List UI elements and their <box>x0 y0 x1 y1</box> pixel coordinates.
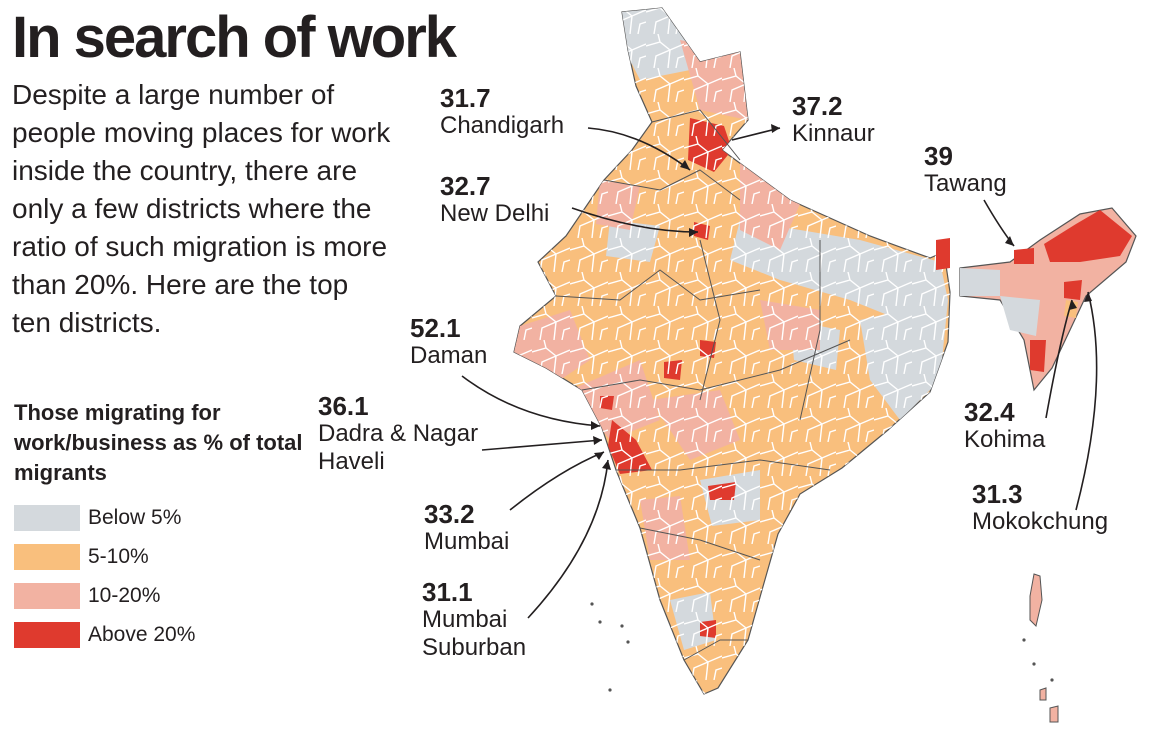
callout-value: 32.7 <box>440 171 491 201</box>
callout-label: Tawang <box>924 170 1007 197</box>
legend-swatch <box>14 543 80 570</box>
callout-label: New Delhi <box>440 200 550 227</box>
leader-chandigarh <box>587 127 691 171</box>
callout-value: 32.4 <box>964 397 1015 427</box>
callout-chandigarh: 31.7 Chandigarh <box>440 84 564 140</box>
legend-label: 10-20% <box>88 583 161 607</box>
legend-label: 5-10% <box>88 544 149 568</box>
intro-text: Despite a large number of people moving … <box>12 79 391 338</box>
leader-mokokchung <box>1075 291 1098 511</box>
callout-label: Mumbai <box>424 528 510 555</box>
callout-label: Kinnaur <box>792 120 875 147</box>
callout-label: Dadra & Nagar Haveli <box>318 420 479 475</box>
callout-mumbai-suburban: 31.1 Mumbai Suburban <box>422 578 552 662</box>
leader-dadra <box>481 439 603 451</box>
legend-label: Below 5% <box>88 505 182 529</box>
legend-item-5-10: 5-10% <box>14 537 314 576</box>
legend-label: Above 20% <box>88 622 196 646</box>
legend-item-above-20: Above 20% <box>14 615 314 654</box>
page-title: In search of work <box>12 5 457 70</box>
leader-new-delhi <box>571 207 699 233</box>
callout-value: 36.1 <box>318 391 369 421</box>
callout-value: 31.1 <box>422 577 473 607</box>
callout-mumbai: 33.2 Mumbai <box>424 500 509 556</box>
callout-label: Daman <box>410 342 488 369</box>
callout-new-delhi: 32.7 New Delhi <box>440 172 549 228</box>
callout-daman: 52.1 Daman <box>410 314 487 370</box>
callout-label: Mokokchung <box>972 508 1109 535</box>
india-district-map <box>461 7 1137 723</box>
leader-mumbai-suburban <box>527 459 609 619</box>
legend-swatch <box>14 504 80 531</box>
callout-value: 37.2 <box>792 91 843 121</box>
callout-value: 39 <box>924 141 953 171</box>
legend-item-10-20: 10-20% <box>14 576 314 615</box>
callout-label: Kohima <box>964 426 1046 453</box>
leader-daman <box>461 375 601 427</box>
callout-mokokchung: 31.3 Mokokchung <box>972 480 1108 536</box>
legend-swatch <box>14 621 80 648</box>
legend-item-below-5: Below 5% <box>14 498 314 537</box>
legend: Those migrating for work/business as % o… <box>14 398 314 654</box>
callout-kinnaur: 37.2 Kinnaur <box>792 92 875 148</box>
callout-label: Chandigarh <box>440 112 565 139</box>
callout-value: 52.1 <box>410 313 461 343</box>
leader-mumbai <box>509 451 605 511</box>
callout-kohima: 32.4 Kohima <box>964 398 1045 454</box>
legend-title: Those migrating for work/business as % o… <box>14 400 303 485</box>
callout-tawang: 39 Tawang <box>924 142 1007 198</box>
callout-dadra-nagar-haveli: 36.1 Dadra & Nagar Haveli <box>318 392 488 476</box>
callout-value: 33.2 <box>424 499 475 529</box>
callout-label: Mumbai Suburban <box>422 606 527 661</box>
legend-swatch <box>14 582 80 609</box>
callout-value: 31.7 <box>440 83 491 113</box>
callout-value: 31.3 <box>972 479 1023 509</box>
